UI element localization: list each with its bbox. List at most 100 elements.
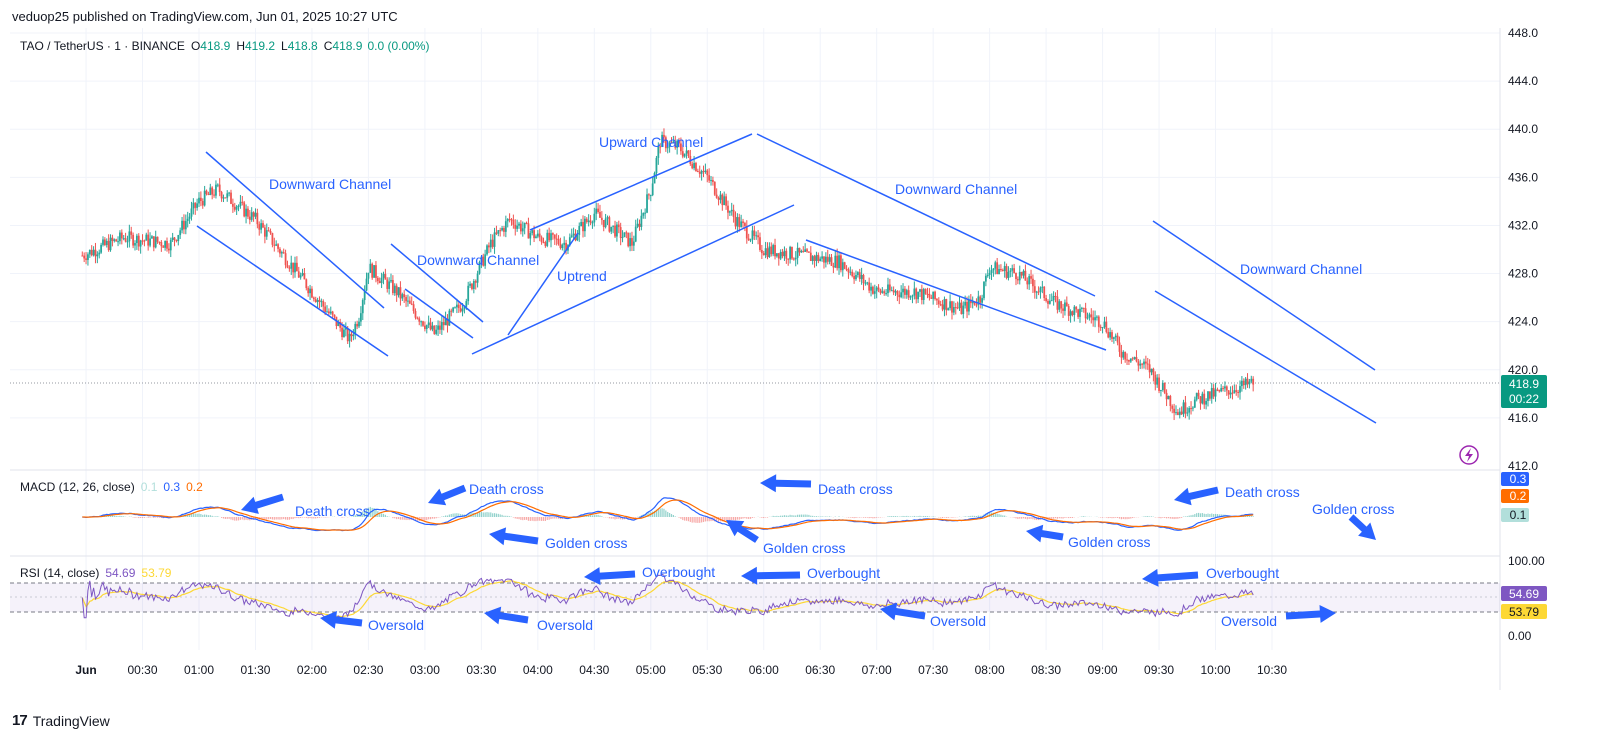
candle-body <box>631 238 633 246</box>
candle-body <box>552 233 554 235</box>
arrow-overbought-2[interactable] <box>741 566 801 585</box>
macd-annotation-golden-cross-4[interactable]: Golden cross <box>1312 501 1394 517</box>
annotation-downward-channel-4[interactable]: Downward Channel <box>1240 261 1362 277</box>
candle-body <box>265 230 268 237</box>
macd-annotation-golden-cross-2[interactable]: Golden cross <box>763 540 845 556</box>
candle-body <box>414 310 417 318</box>
arrow-golden-cross-2[interactable] <box>726 520 759 543</box>
arrow-death-cross-4[interactable] <box>1174 486 1219 506</box>
channel4-lower[interactable] <box>1154 290 1377 424</box>
arrow-oversold-3[interactable] <box>880 602 926 621</box>
price-tick: 412.0 <box>1508 459 1538 473</box>
candle-body <box>521 228 524 232</box>
time-tick: 10:30 <box>1257 663 1287 677</box>
channel2-lower[interactable] <box>404 288 474 339</box>
arrow-oversold-2[interactable] <box>484 606 529 625</box>
candle-body <box>1201 393 1204 404</box>
channel4-upper[interactable] <box>1152 220 1376 371</box>
candle-body <box>591 222 594 224</box>
arrow-overbought-1[interactable] <box>584 567 636 585</box>
arrow-overbought-3[interactable] <box>1142 568 1199 587</box>
upward-channel-upper[interactable] <box>529 133 753 231</box>
candle-body <box>845 268 848 270</box>
arrow-oversold-1[interactable] <box>320 611 363 629</box>
rsi-annotation-overbought-3[interactable]: Overbought <box>1206 565 1279 581</box>
rsi-annotation-oversold-4[interactable]: Oversold <box>1221 613 1277 629</box>
candle-body <box>1015 273 1017 280</box>
macd-annotation-death-cross-2[interactable]: Death cross <box>469 481 544 497</box>
channel3-lower[interactable] <box>805 239 1107 351</box>
rsi-annotation-oversold-3[interactable]: Oversold <box>930 613 986 629</box>
channel1-lower[interactable] <box>196 225 389 357</box>
rsi-annotation-oversold-1[interactable]: Oversold <box>368 617 424 633</box>
arrows[interactable] <box>241 474 1376 629</box>
signal-line <box>82 499 1254 531</box>
candle-body <box>828 257 831 262</box>
candle-body <box>365 278 368 291</box>
arrow-death-cross-1[interactable] <box>241 493 284 514</box>
candle-body <box>768 246 771 257</box>
candle-body <box>147 234 150 246</box>
candle-body <box>435 329 438 334</box>
candle-body <box>440 322 443 330</box>
arrow-oversold-4[interactable] <box>1285 605 1336 623</box>
arrow-death-cross-2[interactable] <box>428 484 467 506</box>
candle-body <box>252 212 255 217</box>
candle-body <box>657 146 660 158</box>
signal-badge-bg <box>1501 489 1529 503</box>
macd-legend[interactable]: MACD (12, 26, close) 0.1 0.3 0.2 <box>20 480 203 494</box>
arrow-golden-cross-3[interactable] <box>1026 524 1064 543</box>
candle-body <box>510 219 513 221</box>
macd-annotation-death-cross-3[interactable]: Death cross <box>818 481 893 497</box>
candle-body <box>1129 358 1132 362</box>
candle-body <box>444 318 447 326</box>
candle-body <box>222 197 225 199</box>
annotation-downward-channel-1[interactable]: Downward Channel <box>269 176 391 192</box>
candle-body <box>1041 286 1044 288</box>
uptrend-line[interactable] <box>507 232 579 336</box>
annotation-downward-channel-2[interactable]: Downward Channel <box>417 252 539 268</box>
candle-body <box>1032 278 1034 287</box>
high-label: H <box>236 39 245 53</box>
candle-body <box>755 235 758 237</box>
annotation-upward-channel[interactable]: Upward Channel <box>599 134 703 150</box>
upward-channel-lower[interactable] <box>471 204 795 355</box>
footer[interactable]: 17 TradingView <box>12 712 110 729</box>
candle-body <box>514 224 517 229</box>
arrow-golden-cross-4[interactable] <box>1348 514 1376 540</box>
channel3-upper[interactable] <box>756 133 1096 297</box>
macd-annotation-death-cross-4[interactable]: Death cross <box>1225 484 1300 500</box>
arrow-golden-cross-1[interactable] <box>489 527 539 546</box>
lightning-icon[interactable] <box>1459 445 1479 465</box>
rsi-annotation-overbought-1[interactable]: Overbought <box>642 564 715 580</box>
rsi-title: RSI (14, close) <box>20 566 99 580</box>
annotation-uptrend[interactable]: Uptrend <box>557 268 607 284</box>
candle-body <box>237 206 240 208</box>
candle-body <box>213 194 215 196</box>
annotation-downward-channel-3[interactable]: Downward Channel <box>895 181 1017 197</box>
candle-body <box>687 150 690 157</box>
candle-body <box>1050 300 1053 302</box>
candle-body <box>331 311 334 315</box>
candle-body <box>369 263 372 273</box>
channel2-upper[interactable] <box>390 243 484 323</box>
symbol-legend[interactable]: TAO / TetherUS · 1 · BINANCE O418.9 H419.2… <box>20 39 429 53</box>
channel1-upper[interactable] <box>205 151 385 309</box>
trendlines[interactable] <box>196 133 1377 424</box>
macd-annotation-death-cross-1[interactable]: Death cross <box>295 503 370 519</box>
rsi-legend[interactable]: RSI (14, close) 54.69 53.79 <box>20 566 172 580</box>
rsi-annotation-overbought-2[interactable]: Overbought <box>807 565 880 581</box>
rsi-annotation-oversold-2[interactable]: Oversold <box>537 617 593 633</box>
candle-body <box>1071 311 1074 315</box>
candle-body <box>520 223 522 232</box>
candle-body <box>947 308 950 311</box>
candle-body <box>275 244 278 246</box>
low-label: L <box>281 39 288 53</box>
candle-body <box>595 208 598 214</box>
macd-annotation-golden-cross-3[interactable]: Golden cross <box>1068 534 1150 550</box>
arrow-death-cross-3[interactable] <box>760 474 812 493</box>
macd-annotation-golden-cross-1[interactable]: Golden cross <box>545 535 627 551</box>
candle-body <box>1248 381 1251 385</box>
time-axis: Jun 00:30 01:00 01:30 02:00 02:30 03:00 03:30 04… <box>75 663 1287 677</box>
